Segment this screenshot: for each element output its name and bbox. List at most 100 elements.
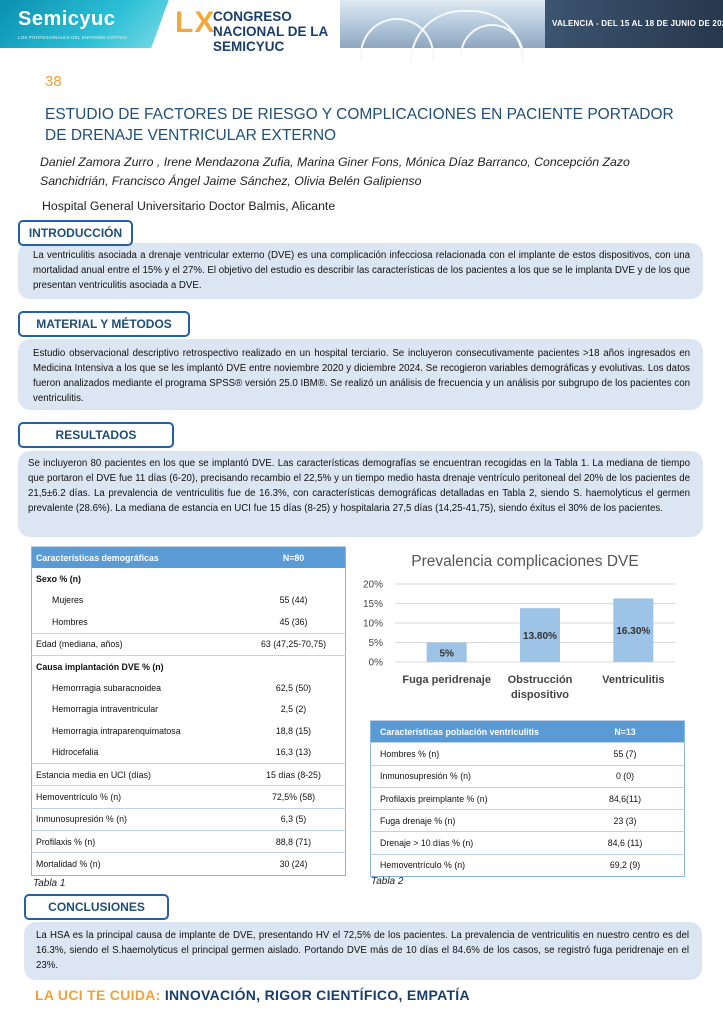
hospital-affiliation: Hospital General Universitario Doctor Ba… [42,199,336,213]
table-cell: 55 (44) [279,595,308,606]
chart-data-label: 5% [439,648,454,659]
logo-tagline: LOS PROFESIONALES DEL ENFERMO CRÍTICO [18,35,128,40]
conclusions-heading: CONCLUSIONES [24,894,169,920]
table-row: Hemorrragia subaracnoidea 62,5 (50) [32,677,346,698]
table-cell: Sexo % (n) [36,574,81,585]
table-cell: 84,6(11) [566,786,685,810]
congress-number: LX [175,6,216,39]
table-cell: Inmunosupresión % (n) [370,764,566,788]
chart-y-tick-label: 5% [369,638,384,649]
table-header-cell: Características población ventriculitis [370,719,566,743]
table-header-row: Características demográficas N=80 [31,546,346,569]
results-text: Se incluyeron 80 pacientes en los que se… [18,451,703,537]
table1-caption: Tabla 1 [33,878,66,889]
footer-lead: LA UCI TE CUIDA: [35,987,161,1003]
table-row: Fuga drenaje % (n) 23 (3) [370,809,685,832]
table-row: Hemorragia intraventricular 2,5 (2) [32,699,346,720]
congress-name: CONGRESO NACIONAL DE LA SEMICYUC [213,9,328,54]
introduction-heading: INTRODUCCIÓN [18,220,133,246]
table-cell: Mujeres [52,595,84,606]
table-cell: 15 días (8-25) [242,762,346,786]
table-cell: 88,8 (71) [242,830,346,853]
table2-caption: Tabla 2 [371,876,404,887]
table-row: Causa implantación DVE % (n) [31,654,346,678]
table-header-cell: Características demográficas [31,546,242,569]
table-cell: Hemoventrículo % (n) [31,785,242,809]
header-banner: Semicyuc LOS PROFESIONALES DEL ENFERMO C… [0,0,723,62]
table-cell: Edad (mediana, años) [31,632,242,656]
conclusions-text: La HSA es la principal causa de implante… [24,922,702,980]
table-cell: Estancia media en UCI (días) [31,762,242,786]
location-dates: VALENCIA - DEL 15 AL 18 DE JUNIO DE 2025 [552,19,723,28]
footer-values: INNOVACIÓN, RIGOR CIENTÍFICO, EMPATÍA [164,987,470,1003]
chart-y-axis: 0% 5% 10% 15% 20% [363,580,383,669]
table-cell: 2,5 (2) [280,704,307,715]
table-cell: Hemoventrículo % (n) [370,853,566,877]
table-cell: 63 (47,25-70,75) [242,632,346,656]
demographics-table: Características demográficas N=80 Sexo %… [31,546,346,876]
table-cell: 72,5% (58) [242,785,346,809]
results-heading: RESULTADOS [18,422,174,448]
table-cell: Inmunosupresión % (n) [31,807,242,831]
authors: Daniel Zamora Zurro , Irene Mendazona Zu… [40,155,630,188]
table-row: Hemoventrículo % (n) 69,2 (9) [370,853,685,877]
table-row: Hemorragia intraparenquimatosa 18,8 (15) [32,720,346,741]
footer-motto: LA UCI TE CUIDA: INNOVACIÓN, RIGOR CIENT… [35,987,470,1003]
table-cell: Mortalidad % (n) [31,852,242,876]
table-cell: 6,3 (5) [242,807,346,831]
table-row: Hidrocefalia 16,3 (13) [32,742,346,764]
table-cell: Hemorrragia subaracnoidea [52,683,162,694]
poster-number: 38 [45,73,62,90]
table-row: Inmunosupresión % (n) 0 (0) [370,764,685,788]
chart-bars: 5% 13.80% 16.30% [426,598,654,662]
table-row: Estancia media en UCI (días) 15 días (8-2… [31,762,346,786]
table-cell: 45 (36) [279,616,308,627]
chart-y-tick-label: 15% [363,599,383,610]
table-row: Profilaxis preimplante % (n) 84,6(11) [370,786,685,810]
table-cell: 0 (0) [566,764,685,788]
table-row: Drenaje > 10 días % (n) 84,6 (11) [370,831,685,855]
table-cell: Profilaxis preimplante % (n) [370,786,566,810]
table-row: Profilaxis % (n) 88,8 (71) [31,830,346,853]
table-row: Mortalidad % (n) 30 (24) [31,852,346,876]
table-cell: 23 (3) [566,809,685,832]
table-cell: 62,5 (50) [275,683,312,694]
table-cell: Hidrocefalia [52,747,99,758]
logo-panel [0,0,170,48]
complications-bar-chart: Prevalencia complicaciones DVE 0% 5% 10% 15… [363,553,675,701]
table-cell: Hombres [52,616,88,627]
table-cell: Profilaxis % (n) [31,830,242,853]
table-cell: Hemorragia intraventricular [52,704,159,715]
table-cell: Hombres % (n) [370,742,566,766]
chart-y-tick-label: 10% [363,619,383,630]
chart-bar [426,642,467,662]
chart-y-tick-label: 20% [363,580,383,591]
table-cell: 18,8 (15) [275,725,312,736]
chart-data-label: 13.80% [523,631,557,642]
table-header-row: Características población ventriculitis … [370,719,685,743]
table-header-cell: N=13 [566,719,685,743]
chart-data-label: 16.30% [616,626,650,637]
chart-x-tick-label: Obstrucción dispositivo [508,674,573,701]
chart-x-tick-label: Ventriculitis [602,674,664,686]
ventriculitis-table: Características población ventriculitis … [370,719,685,878]
chart-title: Prevalencia complicaciones DVE [411,553,638,570]
table-row: Mujeres 55 (44) [32,590,346,611]
city-of-arts-image [340,0,545,62]
chart-x-tick-label: Fuga peridrenaje [402,674,491,686]
table-cell: Causa implantación DVE % (n) [31,654,242,678]
table-row: Hombres 45 (36) [32,611,346,633]
table-cell [242,568,346,589]
table-cell: Hemorragia intraparenquimatosa [52,725,181,736]
table-cell: 84,6 (11) [566,831,685,855]
methods-text: Estudio observacional descriptivo retros… [18,339,703,410]
table-row: Sexo % (n) [32,568,346,589]
chart-bar [613,598,654,662]
table-cell: 16,3 (13) [275,747,312,758]
table-row: Inmunosupresión % (n) 6,3 (5) [31,807,346,831]
methods-heading: MATERIAL Y MÉTODOS [18,311,190,337]
table-cell: Drenaje > 10 días % (n) [370,831,566,855]
table-row: Hombres % (n) 55 (7) [370,742,685,766]
chart-y-tick-label: 0% [369,658,384,669]
table-cell: Fuga drenaje % (n) [370,809,566,832]
